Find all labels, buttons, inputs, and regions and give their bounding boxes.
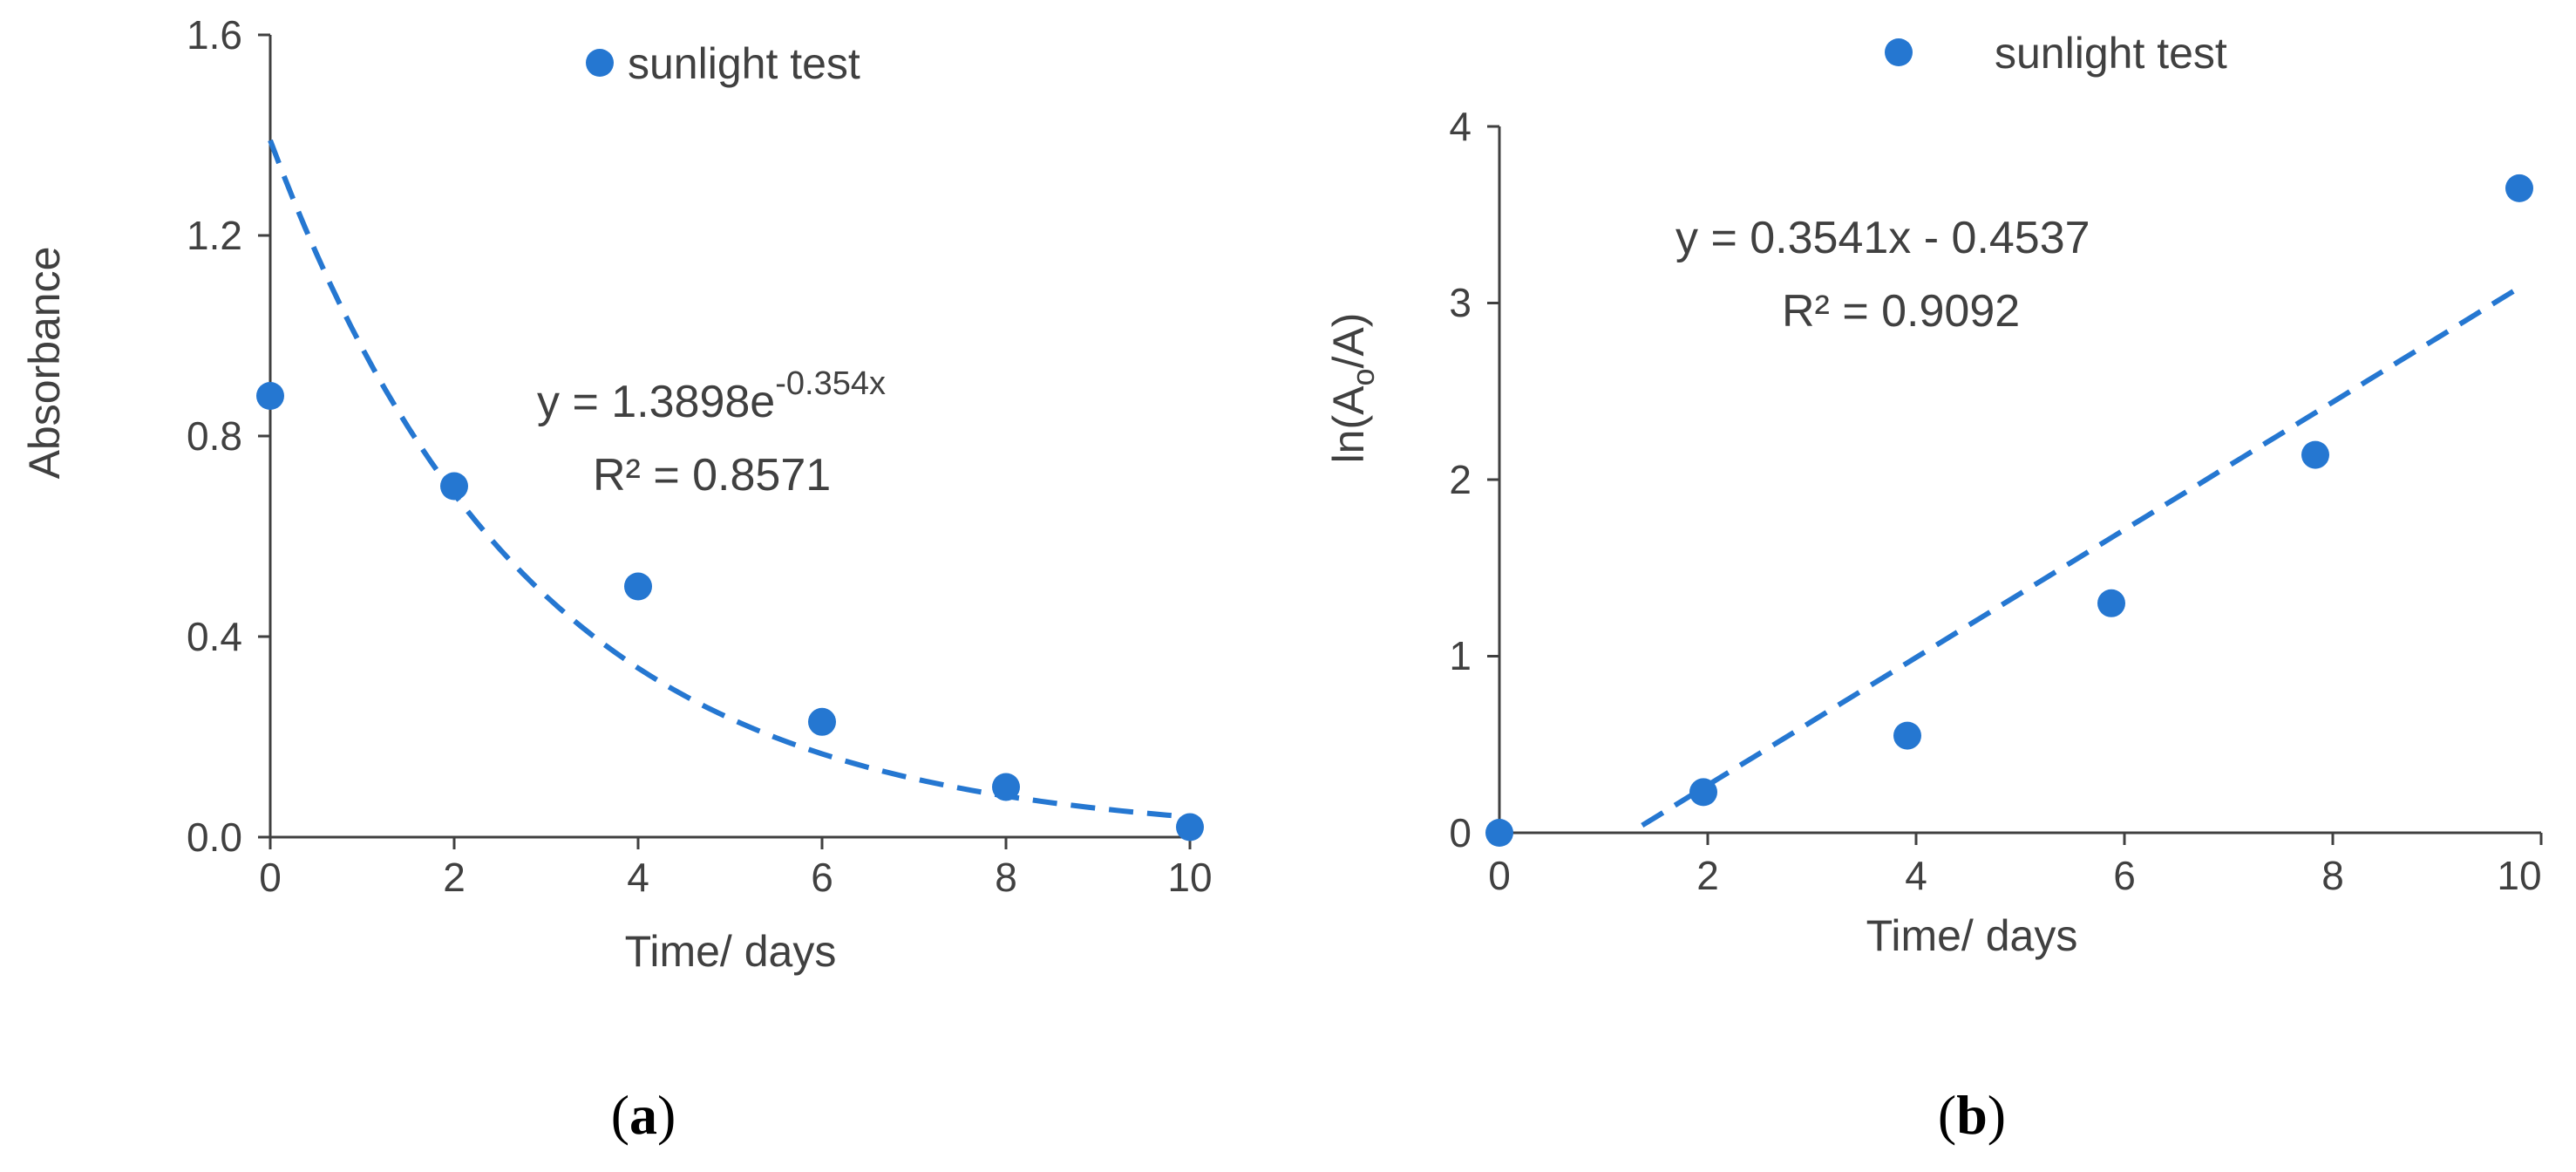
chart-b-x-axis-title: Time/ days	[1866, 911, 2078, 960]
chart-b-y-tick-label: 3	[1449, 280, 1472, 325]
chart-b-data-point	[1485, 819, 1513, 847]
chart-b-trendline-equation: y = 0.3541x - 0.4537	[1675, 213, 2090, 263]
chart-a-y-tick-label: 0.8	[187, 413, 242, 459]
chart-b-data-point	[1689, 778, 1717, 807]
chart-b-trendline-r2: R² = 0.9092	[1782, 286, 2020, 337]
chart-a-legend-marker	[586, 49, 614, 77]
chart-a-equation-exponent: -0.354x	[775, 365, 886, 402]
chart-b-data-point	[2097, 589, 2125, 617]
chart-b-points	[1485, 174, 2533, 847]
chart-b-x-tick-label: 10	[2497, 853, 2541, 898]
chart-b-x-tick-label: 0	[1488, 853, 1511, 898]
chart-a-data-point	[1176, 813, 1204, 842]
chart-b-y-axis-title-main: ln(A	[1324, 385, 1373, 464]
chart-a-data-point	[440, 472, 468, 501]
chart-a-points	[256, 382, 1204, 842]
chart-a-axes	[268, 35, 1190, 839]
chart-a-trendline	[268, 139, 1191, 820]
chart-a-x-tick-label: 2	[443, 855, 466, 900]
chart-b-legend-label: sunlight test	[1995, 29, 2227, 78]
chart-a-trendline-equation: y = 1.3898e-0.354x	[537, 365, 886, 427]
chart-b-data-point	[2301, 440, 2329, 469]
chart-a-data-point	[624, 572, 652, 601]
chart-b-panel-letter: b	[1956, 1084, 1988, 1146]
chart-a-y-tick-label: 0.4	[187, 614, 242, 659]
chart-a-equation-base: y = 1.3898e	[537, 377, 775, 427]
chart-b-legend: sunlight test	[1885, 29, 2227, 78]
chart-a-panel-letter: a	[629, 1084, 657, 1146]
chart-b-y-axis-title: ln(Ao/A)	[1324, 313, 1381, 464]
chart-a-data-point	[992, 773, 1020, 801]
chart-b-x-tick-label: 6	[2113, 853, 2136, 898]
chart-a-legend-label: sunlight test	[628, 39, 860, 88]
chart-a-y-ticks: 0.0 0.4 0.8 1.2 1.6	[187, 12, 270, 860]
chart-b-y-ticks: 0 1 2 3 4	[1449, 104, 1499, 855]
chart-a-x-axis-title: Time/ days	[625, 927, 837, 976]
chart-b-x-ticks: 0 2 4 6 8 10	[1488, 833, 2543, 898]
chart-a-y-tick-label: 0.0	[187, 814, 242, 860]
chart-a-data-point	[256, 382, 284, 410]
chart-b-data-point	[2505, 174, 2533, 202]
chart-b-y-tick-label: 4	[1449, 104, 1472, 149]
chart-a-x-tick-label: 8	[995, 855, 1017, 900]
chart-b-trendline	[1641, 285, 2521, 828]
chart-b-y-tick-label: 2	[1449, 457, 1472, 502]
chart-b-x-tick-label: 8	[2321, 853, 2344, 898]
chart-a-y-tick-label: 1.6	[187, 12, 242, 58]
chart-a-panel-label: (a)	[611, 1084, 676, 1146]
chart-a: 0.0 0.4 0.8 1.2 1.6 0 2 4 6 8 10 Time/ d…	[20, 12, 1213, 1146]
chart-b-x-tick-label: 4	[1905, 853, 1927, 898]
chart-b-data-point	[1893, 721, 1921, 750]
chart-a-trendline-r2: R² = 0.8571	[593, 450, 831, 501]
chart-b-legend-marker	[1885, 38, 1913, 66]
chart-b-y-tick-label: 1	[1449, 633, 1472, 678]
chart-a-y-axis-title: Absorbance	[20, 247, 69, 480]
chart-a-y-tick-label: 1.2	[187, 213, 242, 258]
chart-b-y-tick-label: 0	[1449, 810, 1472, 855]
chart-a-data-point	[808, 707, 836, 736]
chart-a-x-tick-label: 6	[811, 855, 833, 900]
chart-a-x-tick-label: 4	[627, 855, 649, 900]
chart-b-x-tick-label: 2	[1696, 853, 1719, 898]
chart-a-x-tick-label: 0	[259, 855, 282, 900]
chart-a-legend: sunlight test	[586, 39, 860, 88]
chart-a-x-ticks: 0 2 4 6 8 10	[259, 837, 1213, 900]
chart-a-x-tick-label: 10	[1167, 855, 1212, 900]
chart-b: 0 1 2 3 4 0 2 4 6 8 10 Time/ days ln(Ao/…	[1324, 29, 2543, 1146]
chart-b-y-axis-title-sub: o	[1345, 368, 1381, 385]
chart-b-y-axis-title-end: /A)	[1324, 313, 1373, 369]
chart-b-panel-label: (b)	[1938, 1084, 2006, 1146]
